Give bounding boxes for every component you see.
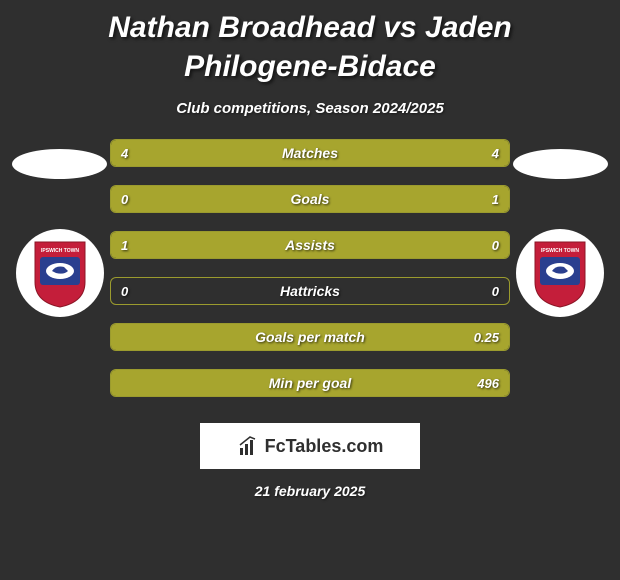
subtitle: Club competitions, Season 2024/2025	[0, 100, 620, 117]
stat-label: Assists	[111, 232, 509, 258]
stat-label: Min per goal	[111, 370, 509, 396]
right-player-oval	[513, 149, 608, 179]
stat-value-right: 496	[477, 370, 499, 396]
comparison-chart: IPSWICH TOWN IPSWICH TOWN 4Matches40Goal…	[0, 139, 620, 419]
svg-text:IPSWICH TOWN: IPSWICH TOWN	[541, 248, 579, 254]
brand-text: FcTables.com	[265, 436, 384, 457]
stat-label: Hattricks	[111, 278, 509, 304]
stat-value-right: 0	[492, 232, 499, 258]
shield-icon: IPSWICH TOWN	[530, 237, 590, 309]
stat-value-right: 4	[492, 140, 499, 166]
stat-row: 0Hattricks0	[110, 277, 510, 305]
date-label: 21 february 2025	[0, 483, 620, 499]
stat-row: Goals per match0.25	[110, 323, 510, 351]
page-title: Nathan Broadhead vs Jaden Philogene-Bida…	[0, 0, 620, 86]
left-player-oval	[12, 149, 107, 179]
stat-row: 0Goals1	[110, 185, 510, 213]
stat-value-right: 0	[492, 278, 499, 304]
svg-text:IPSWICH TOWN: IPSWICH TOWN	[41, 248, 79, 254]
stat-row: Min per goal496	[110, 369, 510, 397]
right-club-crest: IPSWICH TOWN	[516, 229, 604, 317]
stat-row: 1Assists0	[110, 231, 510, 259]
left-club-crest: IPSWICH TOWN	[16, 229, 104, 317]
stat-label: Matches	[111, 140, 509, 166]
shield-icon: IPSWICH TOWN	[30, 237, 90, 309]
chart-icon	[237, 434, 261, 458]
stat-value-right: 0.25	[474, 324, 499, 350]
stat-row: 4Matches4	[110, 139, 510, 167]
stat-label: Goals per match	[111, 324, 509, 350]
stat-label: Goals	[111, 186, 509, 212]
stat-bars-container: 4Matches40Goals11Assists00Hattricks0Goal…	[110, 139, 510, 397]
brand-box: FcTables.com	[200, 423, 420, 469]
stat-value-right: 1	[492, 186, 499, 212]
